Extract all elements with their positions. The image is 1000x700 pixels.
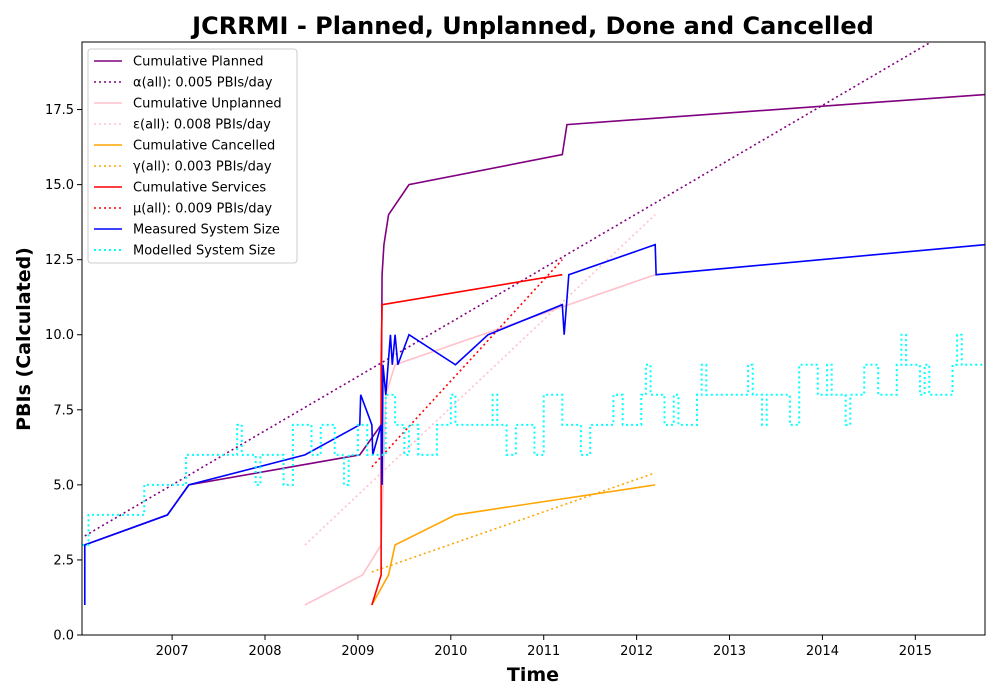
y-tick-label: 2.5 [53,553,74,568]
legend-label-0: Cumulative Planned [133,55,263,70]
x-tick-label: 2007 [156,644,189,659]
x-axis-title: Time [507,664,559,686]
x-axis: 2007 2008 2009 2010 2011 2012 2013 2014 2015 [156,635,932,659]
legend: Cumulative Planned α(all): 0.005 PBIs/day… [87,48,298,264]
legend-label-6: Cumulative Services [133,181,266,196]
x-tick-label: 2008 [248,644,281,659]
x-tick-label: 2013 [713,644,746,659]
x-tick-label: 2009 [341,644,374,659]
series-line-9 [82,333,985,546]
legend-label-8: Measured System Size [133,223,280,238]
series-line-6 [371,273,563,606]
series-line-8 [83,243,985,605]
y-axis: 0.0 2.5 5.0 7.5 10.0 12.5 15.0 17.5 [45,103,82,644]
y-tick-label: 10.0 [45,328,74,343]
series-line-3 [304,214,656,546]
legend-label-7: μ(all): 0.009 PBIs/day [133,202,272,217]
series-layer [82,42,985,606]
x-tick-label: 2010 [434,644,467,659]
plot-frame [81,41,986,636]
series-line-2 [304,273,656,606]
x-tick-label: 2012 [620,644,653,659]
legend-box [87,48,298,264]
series-line-1 [84,42,933,537]
x-tick-label: 2011 [527,644,560,659]
x-tick-label: 2015 [899,644,932,659]
y-tick-label: 5.0 [53,478,74,493]
chart-title: JCRRMI - Planned, Unplanned, Done and Ca… [190,12,874,40]
y-tick-label: 7.5 [53,403,74,418]
y-tick-label: 17.5 [45,103,74,118]
series-line-4 [371,484,656,606]
legend-label-1: α(all): 0.005 PBIs/day [133,76,273,91]
y-tick-label: 12.5 [45,253,74,268]
y-tick-label: 0.0 [53,629,74,644]
y-tick-label: 15.0 [45,178,74,193]
legend-label-3: ε(all): 0.008 PBIs/day [133,118,271,133]
y-axis-title: PBIs (Calculated) [13,247,35,431]
legend-label-5: γ(all): 0.003 PBIs/day [133,160,272,175]
legend-label-9: Modelled System Size [133,244,275,259]
series-line-5 [371,472,656,573]
legend-label-2: Cumulative Unplanned [133,97,282,112]
x-tick-label: 2014 [806,644,839,659]
legend-label-4: Cumulative Cancelled [133,139,275,154]
